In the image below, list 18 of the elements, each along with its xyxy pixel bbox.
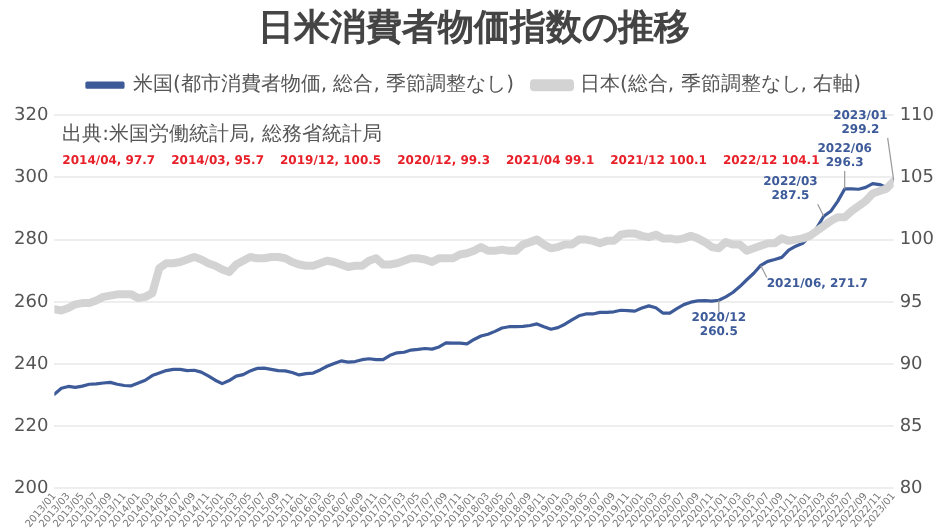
y2-tick-label: 80: [899, 479, 924, 500]
y-tick-label: 220: [13, 416, 49, 437]
legend-label: 日本(総合, 季節調整なし, 右軸): [580, 72, 862, 97]
y2-tick-label: 110: [899, 105, 935, 126]
y-tick-label: 240: [13, 354, 49, 375]
y2-tick-label: 90: [899, 354, 924, 375]
y2-tick-label: 105: [899, 168, 935, 189]
chart-title: 日米消費者物価指数の推移: [258, 6, 690, 49]
legend-label: 米国(都市消費者物価, 総合, 季節調整なし): [132, 72, 515, 97]
y2-tick-label: 100: [899, 230, 935, 251]
y-tick-label: 280: [13, 230, 49, 251]
annotation: 出典:米国労働統計局, 総務省統計局: [62, 122, 382, 147]
y-tick-label: 300: [13, 168, 49, 189]
y-tick-label: 200: [13, 479, 49, 500]
y2-tick-label: 85: [899, 416, 923, 437]
y-tick-label: 260: [13, 292, 49, 313]
y-tick-label: 320: [13, 105, 49, 126]
y2-tick-label: 95: [899, 292, 923, 313]
